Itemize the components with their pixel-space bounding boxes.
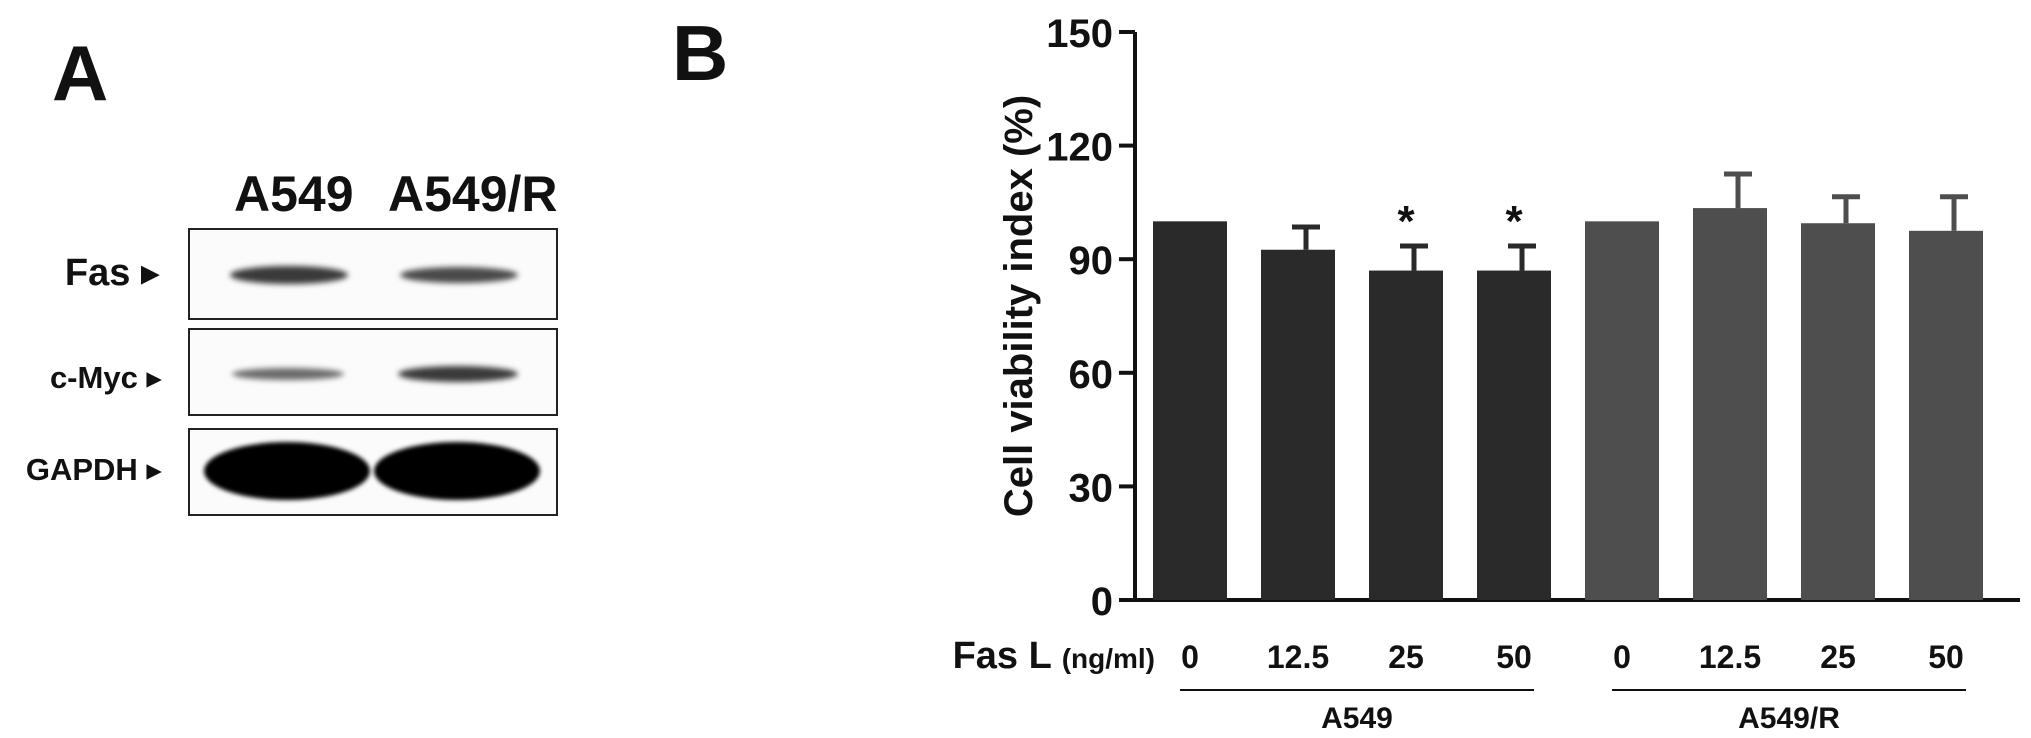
category-label-3: 50 [1496,639,1532,675]
band-cmyc-a549 [232,368,344,380]
bar-4 [1585,221,1659,601]
category-label-7: 50 [1928,639,1964,675]
blot-gapdh [188,428,558,516]
lane-label-a549: A549 [234,166,354,222]
chart-labels: Cell viability index (%) 0 12.5 * 25 * 50 0 12.5… [953,95,1966,735]
panel-a-letter: A [52,29,109,117]
row-label-cmyc-text: c-Myc [49,360,138,395]
row-label-cmyc: c-Myc ▸ [49,360,162,395]
bar-3 [1477,270,1551,600]
band-cmyc-a549r [398,366,518,382]
category-label-5: 12.5 [1699,639,1761,675]
bar-5 [1693,208,1767,600]
band-gapdh-a549 [204,442,370,500]
y-axis-label: Cell viability index (%) [997,95,1041,517]
band-fas-a549 [230,266,348,284]
blot-cmyc [188,328,558,416]
significance-2: * [1397,197,1415,246]
y-tick-label-4: 120 [1046,126,1113,170]
y-tick-label-2: 60 [1069,353,1114,397]
category-label-2: 25 [1388,639,1424,675]
row-label-fas: Fas ▸ [64,252,160,294]
group-label-1: A549/R [1738,702,1840,735]
y-tick-label-0: 0 [1091,580,1113,624]
row-label-gapdh-text: GAPDH [25,452,138,487]
band-fas-a549r [400,267,518,283]
category-label-1: 12.5 [1267,639,1329,675]
chart-bars [1153,208,1983,601]
panel-b-letter: B [672,9,729,97]
category-label-0: 0 [1181,639,1199,675]
blot-fas [188,228,558,320]
bar-7 [1909,230,1983,601]
category-label-4: 0 [1613,639,1631,675]
group-label-0: A549 [1321,702,1393,735]
bar-6 [1801,223,1875,600]
y-tick-label-1: 30 [1069,466,1114,510]
significance-3: * [1505,197,1523,246]
lane-label-a549r: A549/R [388,166,558,222]
row-label-fas-text: Fas [64,252,131,294]
x-axis-label-main: Fas L [953,635,1062,677]
x-axis-label-unit: (ng/ml) [1062,643,1155,674]
chart-error-bars [1292,171,1968,271]
y-tick-label-3: 90 [1069,239,1114,283]
bar-2 [1369,270,1443,600]
row-label-gapdh: GAPDH ▸ [25,452,162,487]
band-gapdh-a549r [374,442,540,500]
bar-1 [1261,249,1335,600]
category-label-6: 25 [1820,639,1856,675]
x-axis-label: Fas L (ng/ml) [953,635,1155,677]
y-tick-label-5: 150 [1046,12,1113,56]
bar-0 [1153,221,1227,601]
